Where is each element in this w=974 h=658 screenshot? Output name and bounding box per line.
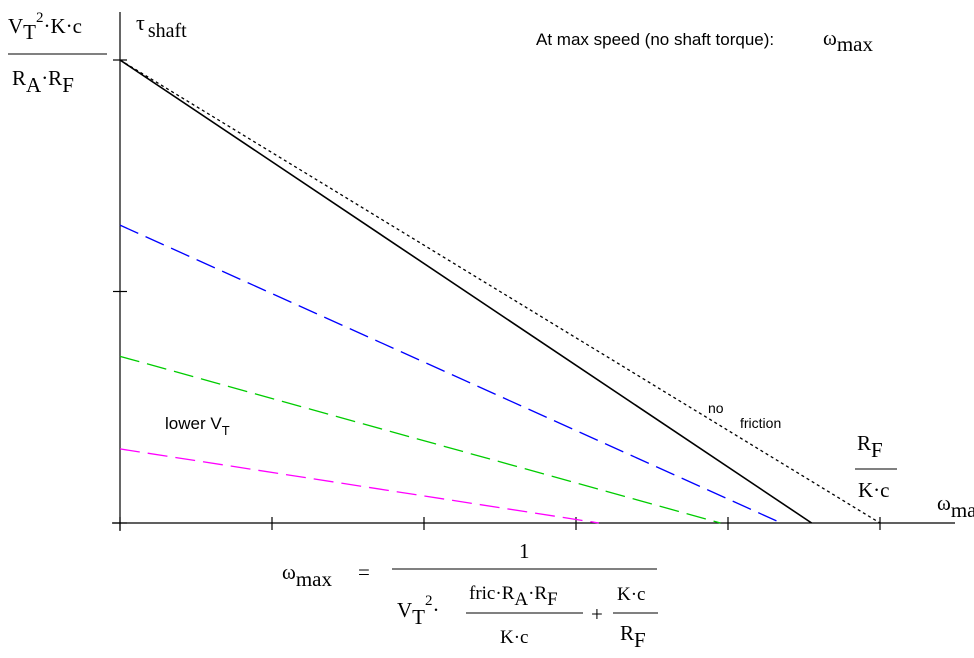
formula-t: T xyxy=(412,605,425,629)
series-lines xyxy=(119,59,881,524)
series-line-4 xyxy=(119,448,599,524)
no-friction-label-a: no xyxy=(708,400,724,416)
formula-fric-b: A xyxy=(514,589,528,610)
formula-equals: = xyxy=(358,560,370,584)
formula-kc-den-r: R xyxy=(620,621,634,645)
formula-fric-den: K·c xyxy=(500,627,528,648)
x-axis-label: ωmax xyxy=(937,491,974,522)
yint-den-r: R xyxy=(12,66,26,90)
omega-max-formula: ωmax = 1 VT2· fric·RA·RF K·c + K·c RF xyxy=(282,539,658,652)
y-axis-label: τ shaft xyxy=(136,10,187,42)
lower-vt-text: lower V xyxy=(165,414,222,433)
formula-kc-num: K·c xyxy=(617,584,645,605)
top-note: At max speed (no shaft torque): xyxy=(536,30,774,49)
series-line-2 xyxy=(119,224,782,524)
no-friction-label-b: friction xyxy=(740,415,781,431)
xint-num-f: F xyxy=(871,438,883,462)
formula-numerator: 1 xyxy=(519,539,530,563)
yint-num-kc: ·K·c xyxy=(44,14,82,38)
top-note-omega: ωmax xyxy=(823,26,873,56)
formula-v: V xyxy=(397,598,412,622)
series-line-0 xyxy=(119,59,881,524)
y-axis-shaft: shaft xyxy=(148,20,187,42)
xint-num-r: R xyxy=(857,431,871,455)
series-line-1 xyxy=(119,59,813,524)
yint-den-r2: ·R xyxy=(41,66,62,90)
x-intercept-fraction: RF K·c xyxy=(855,431,897,502)
formula-plus: + xyxy=(591,602,603,626)
svg-text:VT2·: VT2· xyxy=(397,593,440,629)
top-note-omega-sub: max xyxy=(837,32,874,56)
top-note-omega-symbol: ω xyxy=(823,26,837,50)
yint-den-f: F xyxy=(62,73,74,97)
axes xyxy=(112,12,955,531)
yint-den-a: A xyxy=(26,73,42,97)
x-axis-sub: max xyxy=(951,498,974,522)
formula-omega: ω xyxy=(282,560,296,584)
lower-vt-sub: T xyxy=(222,423,230,438)
svg-text:RA·RF: RA·RF xyxy=(12,66,74,97)
formula-2: 2 xyxy=(425,593,433,609)
svg-text:VT2·K·c: VT2·K·c xyxy=(8,10,82,44)
formula-fric-d: F xyxy=(547,589,558,610)
yint-num-t: T xyxy=(23,20,36,44)
lower-vt-label: lower VT xyxy=(165,414,230,438)
yint-num-v: V xyxy=(8,14,23,38)
formula-dot: · xyxy=(433,598,440,622)
formula-omega-sub: max xyxy=(296,567,333,591)
series-line-3 xyxy=(119,355,721,524)
formula-kc-den-f: F xyxy=(634,628,646,652)
svg-text:ωmax: ωmax xyxy=(282,560,332,591)
y-axis-tau: τ xyxy=(136,10,145,35)
svg-text:RF: RF xyxy=(857,431,883,462)
svg-text:fric·RA·RF: fric·RA·RF xyxy=(469,583,558,610)
formula-fric-a: fric·R xyxy=(469,583,515,604)
svg-text:RF: RF xyxy=(620,621,646,652)
y-intercept-fraction: VT2·K·c RA·RF xyxy=(8,10,107,97)
yint-num-2: 2 xyxy=(36,10,44,26)
xint-den: K·c xyxy=(858,478,889,502)
formula-fric-c: ·R xyxy=(528,583,547,604)
x-axis-omega: ω xyxy=(937,491,951,515)
